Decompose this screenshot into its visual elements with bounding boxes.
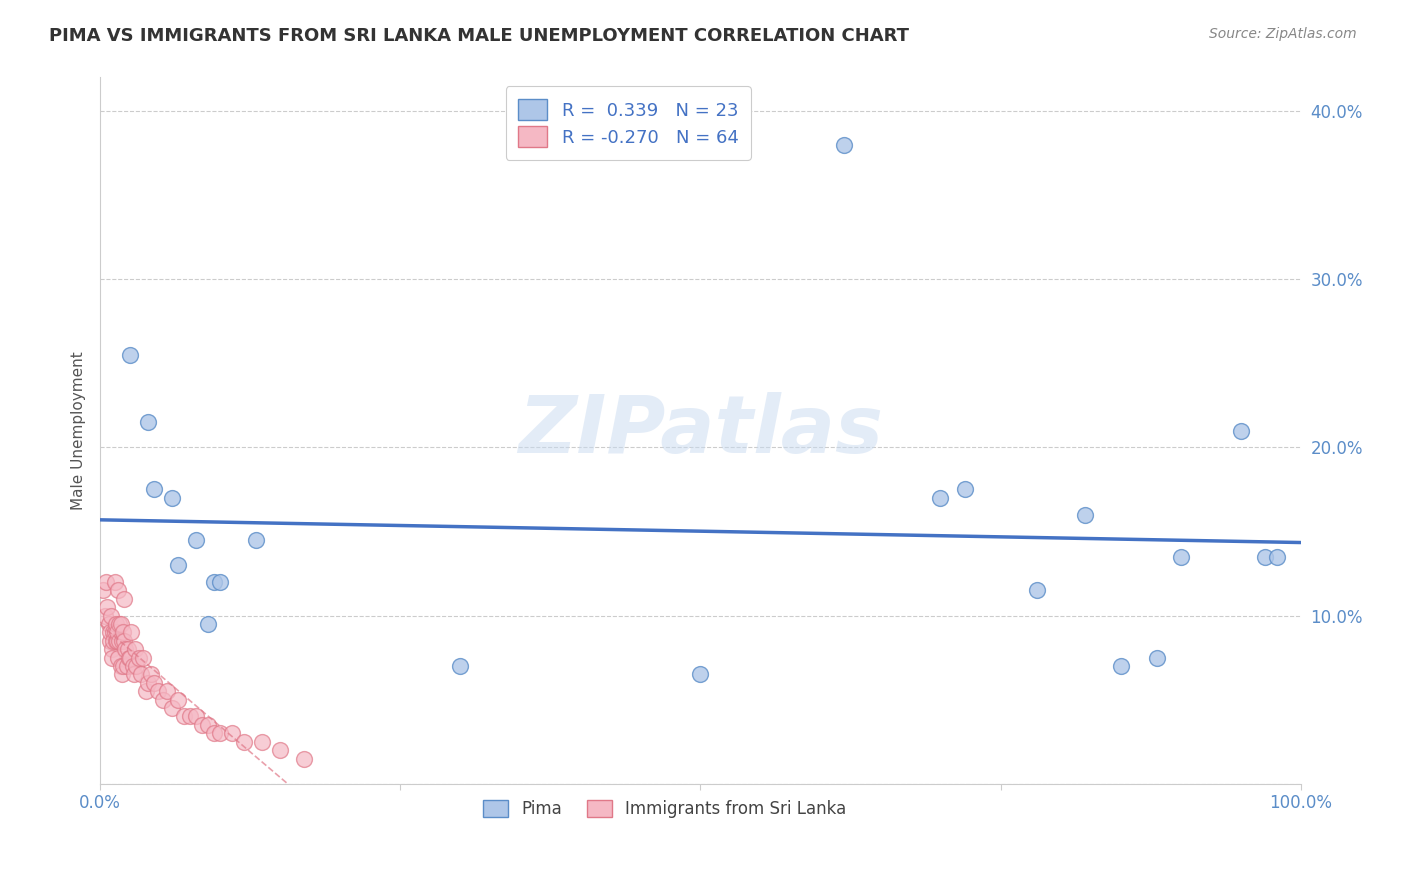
Point — [221, 726, 243, 740]
Point — [105, 625, 128, 640]
Point — [117, 642, 139, 657]
Point — [107, 650, 129, 665]
Point — [98, 625, 121, 640]
Point — [103, 625, 125, 640]
Point — [108, 633, 131, 648]
Point — [1073, 508, 1095, 522]
Point — [124, 642, 146, 657]
Point — [1146, 650, 1168, 665]
Point — [1170, 549, 1192, 564]
Text: Source: ZipAtlas.com: Source: ZipAtlas.com — [1209, 27, 1357, 41]
Point — [122, 667, 145, 681]
Point — [107, 583, 129, 598]
Point — [152, 692, 174, 706]
Point — [209, 574, 232, 589]
Point — [146, 684, 169, 698]
Point — [191, 718, 214, 732]
Point — [111, 667, 134, 681]
Point — [115, 659, 138, 673]
Point — [689, 667, 711, 681]
Point — [120, 348, 142, 362]
Point — [143, 676, 166, 690]
Point — [834, 137, 856, 152]
Point — [101, 642, 124, 657]
Point — [118, 650, 141, 665]
Point — [120, 625, 142, 640]
Point — [128, 650, 150, 665]
Point — [202, 574, 225, 589]
Point — [110, 617, 132, 632]
Point — [136, 676, 159, 690]
Point — [94, 574, 117, 589]
Point — [1265, 549, 1288, 564]
Point — [105, 633, 128, 648]
Point — [103, 625, 125, 640]
Point — [143, 483, 166, 497]
Point — [197, 617, 219, 632]
Point — [449, 659, 471, 673]
Point — [96, 600, 118, 615]
Point — [103, 633, 125, 648]
Point — [125, 659, 148, 673]
Point — [104, 633, 127, 648]
Point — [139, 667, 162, 681]
Point — [104, 617, 127, 632]
Point — [173, 709, 195, 723]
Point — [167, 558, 190, 573]
Point — [929, 491, 952, 505]
Point — [100, 608, 122, 623]
Point — [245, 533, 267, 547]
Point — [97, 617, 120, 632]
Point — [108, 617, 131, 632]
Point — [250, 734, 273, 748]
Point — [111, 625, 134, 640]
Point — [160, 491, 183, 505]
Point — [91, 583, 114, 598]
Point — [98, 633, 121, 648]
Point — [292, 751, 315, 765]
Point — [202, 726, 225, 740]
Point — [179, 709, 201, 723]
Point — [209, 726, 232, 740]
Point — [135, 684, 157, 698]
Point — [121, 659, 143, 673]
Point — [110, 659, 132, 673]
Text: ZIPatlas: ZIPatlas — [517, 392, 883, 469]
Point — [156, 684, 179, 698]
Point — [94, 608, 117, 623]
Point — [129, 667, 152, 681]
Point — [120, 650, 142, 665]
Point — [132, 650, 155, 665]
Point — [112, 591, 135, 606]
Point — [136, 415, 159, 429]
Point — [269, 743, 291, 757]
Point — [1109, 659, 1132, 673]
Point — [233, 734, 256, 748]
Point — [112, 633, 135, 648]
Point — [1253, 549, 1275, 564]
Point — [1025, 583, 1047, 598]
Point — [114, 642, 136, 657]
Text: PIMA VS IMMIGRANTS FROM SRI LANKA MALE UNEMPLOYMENT CORRELATION CHART: PIMA VS IMMIGRANTS FROM SRI LANKA MALE U… — [49, 27, 910, 45]
Point — [111, 659, 134, 673]
Point — [953, 483, 976, 497]
Point — [111, 633, 134, 648]
Point — [167, 692, 190, 706]
Point — [103, 574, 125, 589]
Point — [186, 709, 208, 723]
Point — [101, 650, 124, 665]
Point — [197, 718, 219, 732]
Point — [160, 701, 183, 715]
Y-axis label: Male Unemployment: Male Unemployment — [72, 351, 86, 510]
Point — [1229, 424, 1251, 438]
Legend: Pima, Immigrants from Sri Lanka: Pima, Immigrants from Sri Lanka — [475, 793, 853, 825]
Point — [186, 533, 208, 547]
